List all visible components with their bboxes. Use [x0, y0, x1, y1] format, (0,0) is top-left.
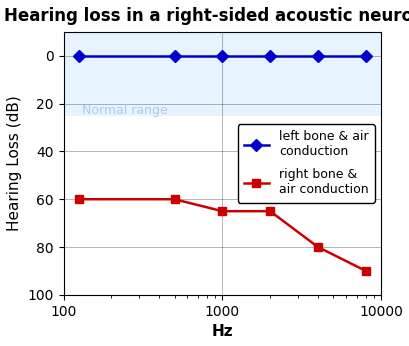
left bone & air
conduction — [315, 54, 319, 58]
Line: left bone & air
conduction: left bone & air conduction — [74, 52, 369, 60]
Line: right bone &
air conduction: right bone & air conduction — [74, 195, 369, 275]
left bone & air
conduction — [219, 54, 224, 58]
Bar — [63, 32, 380, 116]
right bone &
air conduction — [172, 197, 177, 201]
right bone &
air conduction — [267, 209, 272, 213]
right bone &
air conduction — [219, 209, 224, 213]
right bone &
air conduction — [362, 269, 367, 273]
left bone & air
conduction — [267, 54, 272, 58]
Legend: left bone & air
conduction, right bone &
air conduction: left bone & air conduction, right bone &… — [237, 124, 374, 203]
Y-axis label: Hearing Loss (dB): Hearing Loss (dB) — [7, 95, 22, 231]
Title: Hearing loss in a right-sided acoustic neuroma: Hearing loss in a right-sided acoustic n… — [4, 7, 409, 25]
left bone & air
conduction — [76, 54, 81, 58]
left bone & air
conduction — [362, 54, 367, 58]
right bone &
air conduction — [76, 197, 81, 201]
left bone & air
conduction — [172, 54, 177, 58]
Text: Normal range: Normal range — [81, 104, 167, 117]
X-axis label: Hz: Hz — [211, 324, 233, 339]
right bone &
air conduction — [315, 245, 319, 249]
